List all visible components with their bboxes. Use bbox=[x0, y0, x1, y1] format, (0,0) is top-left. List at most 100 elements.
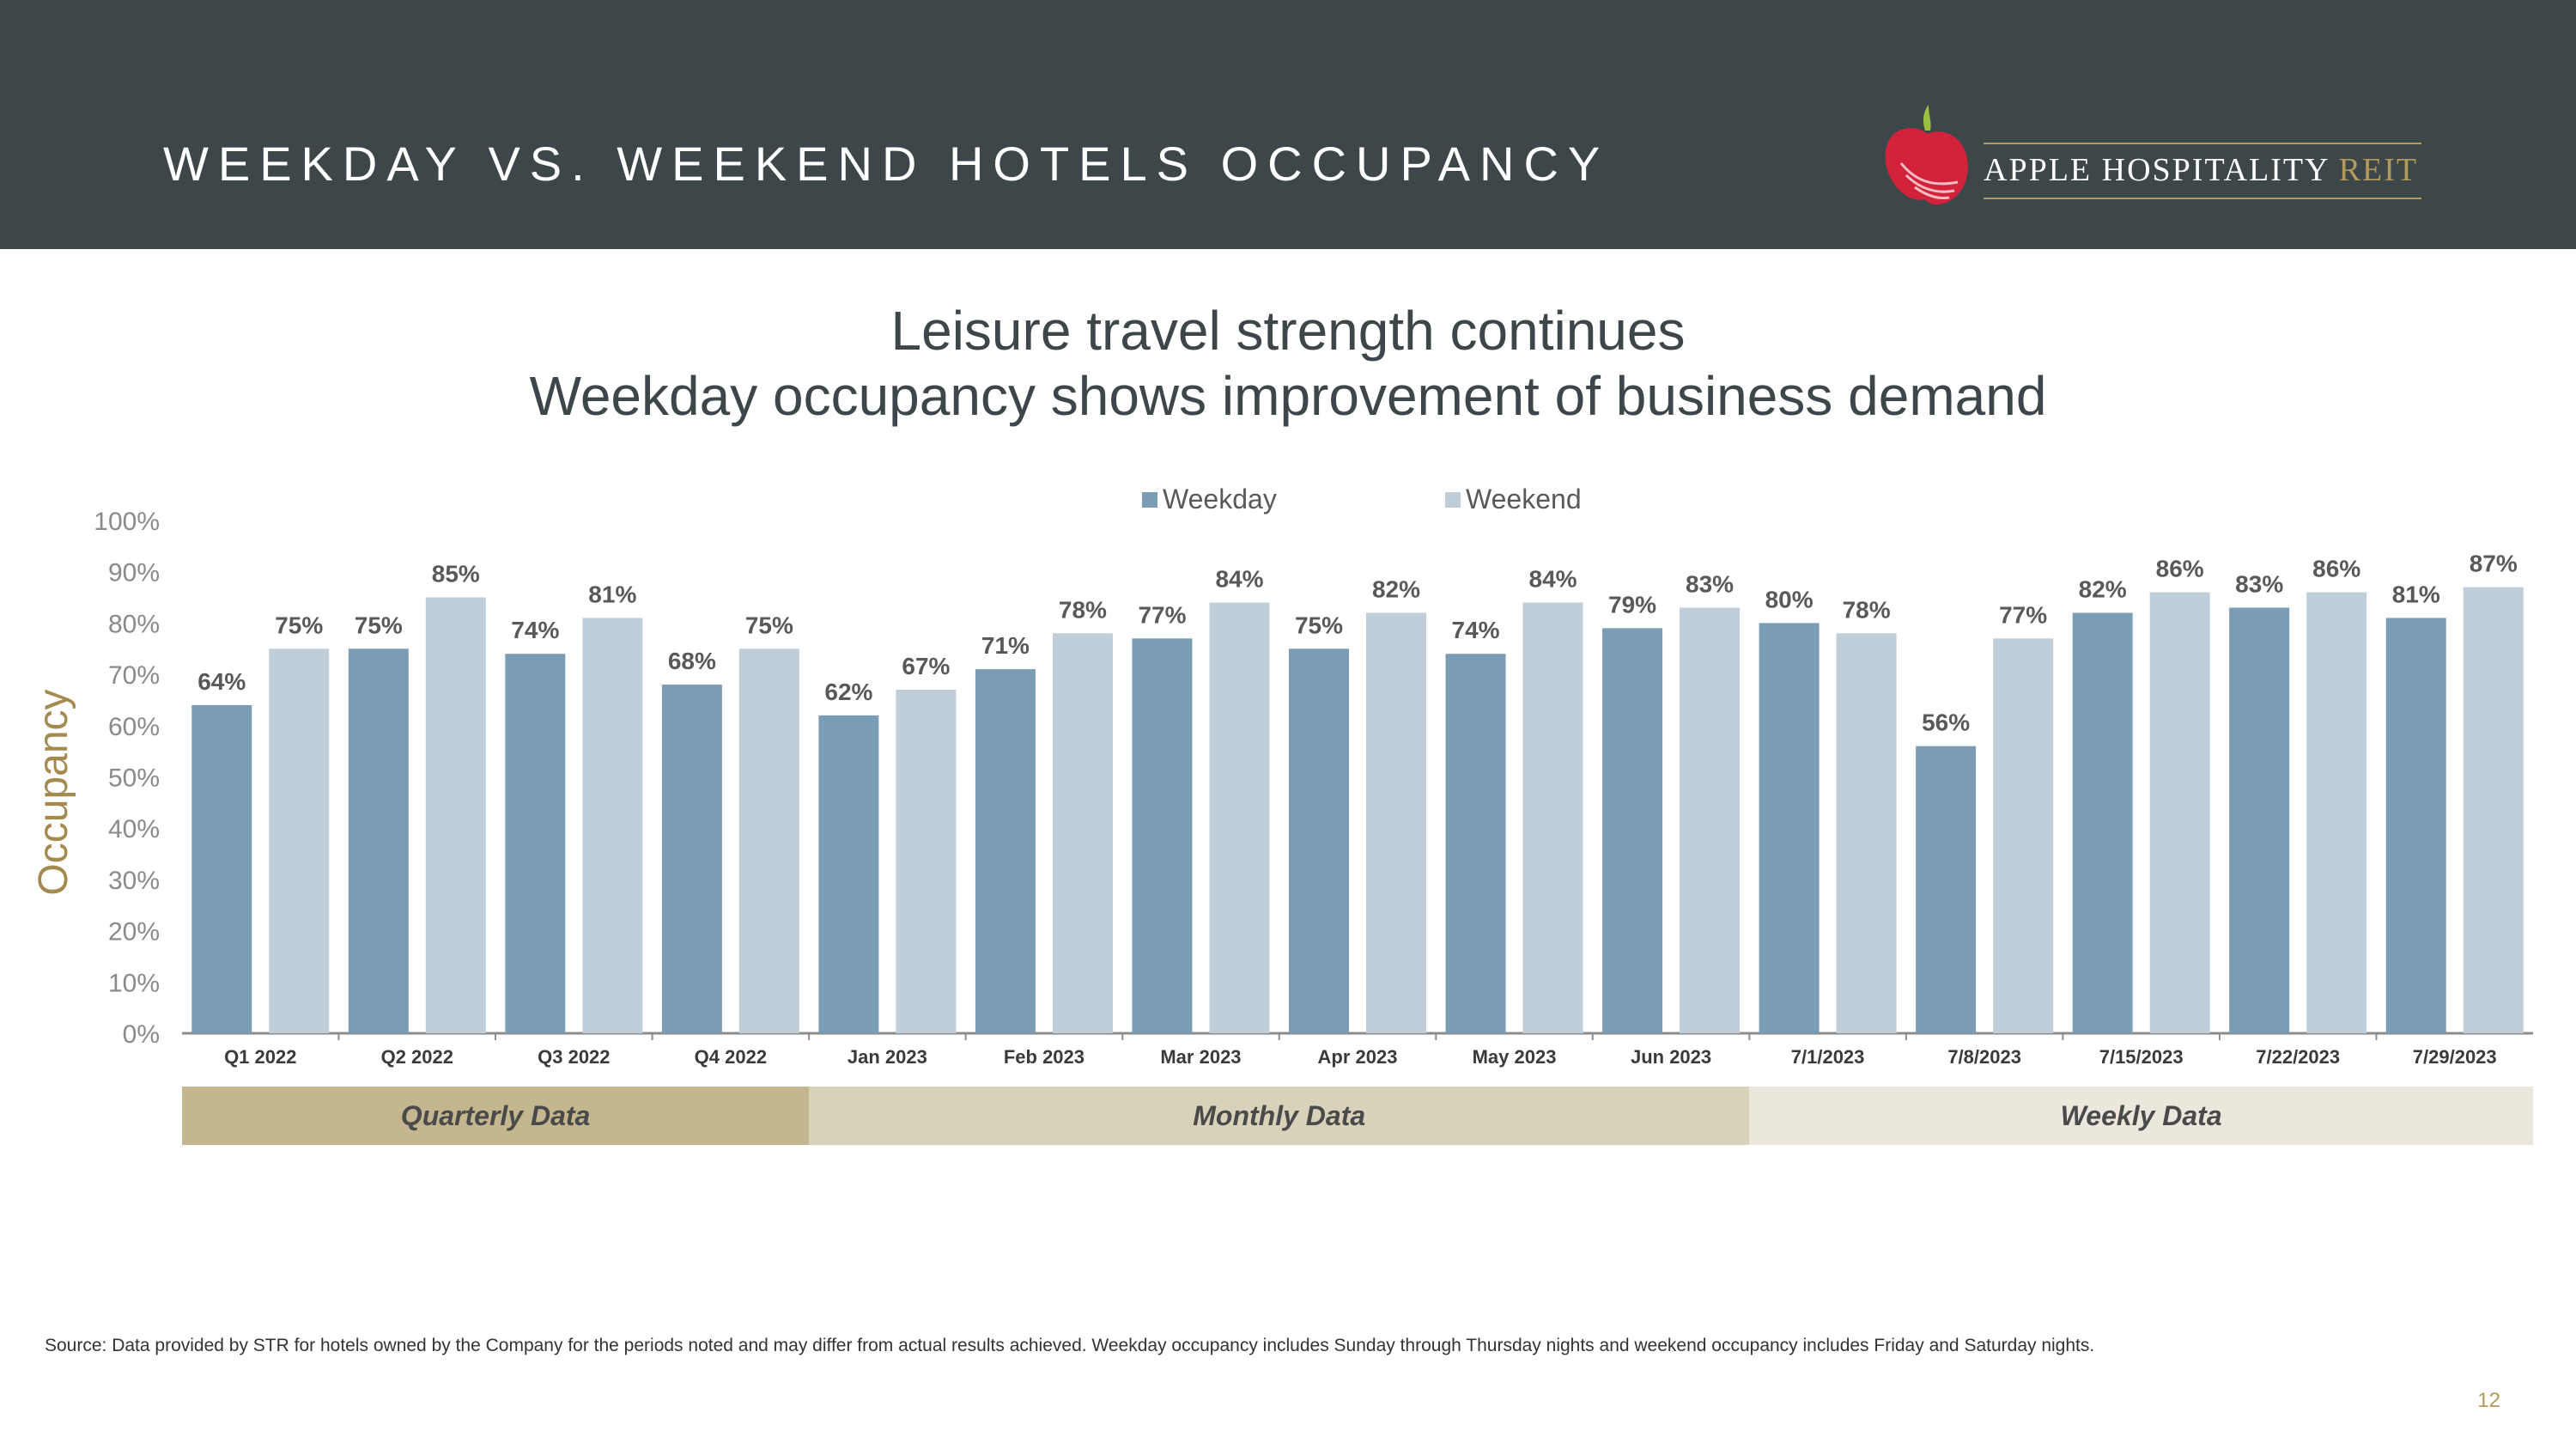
y-tick-label: 10% bbox=[108, 969, 160, 997]
x-tick-label: Q2 2022 bbox=[381, 1046, 453, 1068]
source-note: Source: Data provided by STR for hotels … bbox=[45, 1336, 2095, 1355]
weekend-data-label: 84% bbox=[1529, 566, 1577, 593]
weekend-bar bbox=[738, 648, 799, 1033]
weekday-data-label: 56% bbox=[1922, 709, 1970, 736]
weekday-bar bbox=[505, 654, 566, 1033]
x-tick-label: 7/29/2023 bbox=[2413, 1046, 2497, 1068]
weekday-data-label: 75% bbox=[355, 612, 403, 638]
x-tick-label: Apr 2023 bbox=[1318, 1046, 1398, 1068]
y-tick-label: 70% bbox=[108, 661, 160, 690]
y-tick-label: 50% bbox=[108, 764, 160, 793]
weekday-data-label: 81% bbox=[2392, 581, 2440, 607]
y-tick-label: 40% bbox=[108, 815, 160, 843]
weekday-legend-label: Weekday bbox=[1163, 484, 1277, 514]
x-tick-label: 7/1/2023 bbox=[1791, 1046, 1865, 1068]
x-tick-label: 7/8/2023 bbox=[1947, 1046, 2021, 1068]
weekend-bar bbox=[582, 618, 643, 1033]
weekend-data-label: 75% bbox=[275, 612, 323, 638]
weekend-data-label: 78% bbox=[1059, 596, 1107, 623]
header-bar: WEEKDAY VS. WEEKEND HOTELS OCCUPANCY APP… bbox=[0, 0, 2576, 249]
weekday-bar bbox=[818, 715, 879, 1033]
weekend-bar bbox=[1052, 633, 1113, 1033]
weekday-data-label: 83% bbox=[2235, 570, 2283, 597]
occupancy-bar-chart: 0% 10% 20% 30% 40% 50% 60% 70% 80% 90% 100% Occupan… bbox=[31, 484, 2533, 1068]
period-band: Monthly Data bbox=[809, 1087, 1750, 1145]
weekday-bar bbox=[661, 685, 722, 1033]
x-tick-label: May 2023 bbox=[1473, 1046, 1557, 1068]
weekday-data-label: 75% bbox=[1295, 612, 1343, 638]
weekend-bar bbox=[2306, 592, 2367, 1033]
weekend-bar bbox=[1209, 602, 1270, 1033]
weekend-data-label: 82% bbox=[1372, 575, 1420, 602]
weekend-bar bbox=[269, 648, 330, 1033]
logo-main-text: APPLE HOSPITALITY bbox=[1984, 152, 2330, 188]
weekday-bar bbox=[348, 648, 409, 1033]
weekend-data-label: 83% bbox=[1686, 570, 1734, 597]
weekday-bar bbox=[1916, 746, 1977, 1033]
y-tick-label: 20% bbox=[108, 918, 160, 947]
x-tick-label: Q3 2022 bbox=[538, 1046, 610, 1068]
logo-wordmark: APPLE HOSPITALITY REIT bbox=[1984, 151, 2418, 189]
logo-rule-bottom bbox=[1984, 198, 2421, 199]
weekday-legend-swatch bbox=[1142, 492, 1157, 508]
weekday-data-label: 71% bbox=[981, 632, 1030, 659]
y-tick-label: 60% bbox=[108, 713, 160, 741]
weekend-data-label: 86% bbox=[2312, 556, 2360, 582]
weekend-data-label: 77% bbox=[1999, 601, 2047, 628]
weekend-data-label: 81% bbox=[588, 581, 636, 607]
apple-logo-icon bbox=[1885, 105, 1968, 205]
weekend-data-label: 85% bbox=[432, 561, 480, 588]
x-tick-label: Q1 2022 bbox=[224, 1046, 296, 1068]
x-tick-label: 7/22/2023 bbox=[2256, 1046, 2340, 1068]
weekday-bar bbox=[975, 669, 1036, 1033]
y-axis-title: Occupancy bbox=[31, 689, 76, 895]
weekday-bar bbox=[1445, 654, 1506, 1033]
logo-rule-top bbox=[1984, 143, 2421, 144]
weekend-bar bbox=[896, 690, 957, 1033]
weekday-data-label: 74% bbox=[1452, 617, 1500, 643]
weekend-legend-swatch bbox=[1445, 492, 1461, 508]
y-tick-label: 90% bbox=[108, 559, 160, 588]
weekend-data-label: 86% bbox=[2156, 556, 2204, 582]
weekend-bar bbox=[1366, 612, 1426, 1033]
weekday-bar bbox=[1289, 648, 1349, 1033]
weekend-data-label: 84% bbox=[1215, 566, 1263, 593]
weekday-bar bbox=[1759, 623, 1820, 1033]
weekday-bar bbox=[1132, 638, 1193, 1033]
x-tick-label: Mar 2023 bbox=[1160, 1046, 1241, 1068]
weekend-bar bbox=[1993, 638, 2054, 1033]
logo-accent-text: REIT bbox=[2338, 152, 2419, 188]
subtitle-line-2: Weekday occupancy shows improvement of b… bbox=[529, 365, 2047, 427]
x-tick-label: Jun 2023 bbox=[1631, 1046, 1711, 1068]
y-tick-label: 100% bbox=[94, 508, 160, 536]
weekday-bar bbox=[2385, 618, 2446, 1033]
weekday-bar bbox=[2072, 612, 2133, 1033]
x-tick-label: Feb 2023 bbox=[1004, 1046, 1084, 1068]
weekday-data-label: 77% bbox=[1138, 601, 1186, 628]
weekend-legend-label: Weekend bbox=[1466, 484, 1582, 514]
page-title: WEEKDAY VS. WEEKEND HOTELS OCCUPANCY bbox=[163, 137, 1610, 191]
weekend-bar bbox=[1836, 633, 1897, 1033]
weekday-data-label: 80% bbox=[1765, 586, 1814, 612]
weekday-data-label: 62% bbox=[824, 679, 872, 705]
period-band: Weekly Data bbox=[1749, 1087, 2533, 1145]
weekend-bar bbox=[2149, 592, 2210, 1033]
subtitle-line-1: Leisure travel strength continues bbox=[890, 300, 1686, 362]
weekday-data-label: 68% bbox=[668, 648, 716, 674]
weekend-data-label: 67% bbox=[902, 653, 950, 679]
weekend-bar bbox=[2463, 587, 2524, 1033]
weekday-data-label: 82% bbox=[2079, 575, 2127, 602]
weekend-data-label: 78% bbox=[1843, 596, 1891, 623]
period-band: Quarterly Data bbox=[182, 1087, 810, 1145]
x-tick-label: Jan 2023 bbox=[848, 1046, 927, 1068]
weekend-bar bbox=[1680, 607, 1741, 1033]
weekday-data-label: 64% bbox=[197, 668, 246, 695]
weekend-data-label: 75% bbox=[745, 612, 793, 638]
weekday-bar bbox=[1602, 628, 1663, 1033]
weekend-bar bbox=[1522, 602, 1583, 1033]
company-logo: APPLE HOSPITALITY REIT bbox=[1880, 103, 2430, 215]
weekday-bar bbox=[2229, 607, 2290, 1033]
weekend-data-label: 87% bbox=[2470, 551, 2518, 577]
weekday-data-label: 74% bbox=[511, 617, 559, 643]
y-tick-label: 30% bbox=[108, 867, 160, 895]
